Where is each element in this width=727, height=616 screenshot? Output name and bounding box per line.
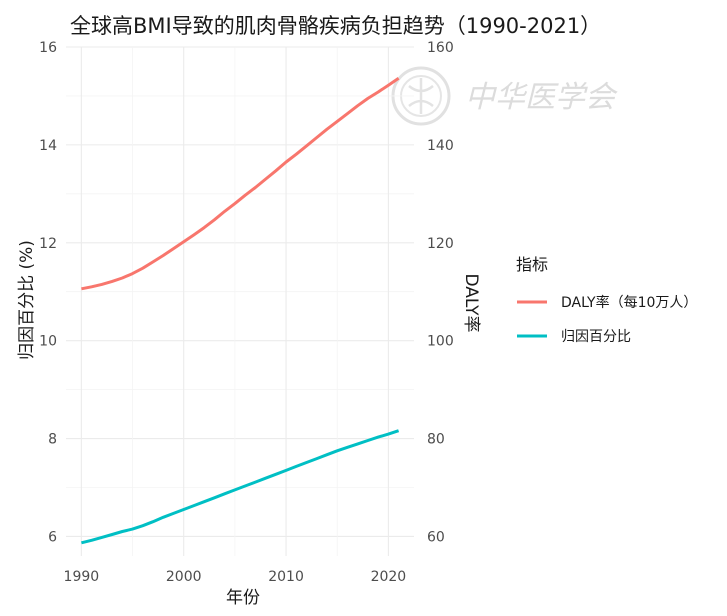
y-right-axis-label: DALY率 bbox=[461, 273, 481, 332]
chart-title: 全球高BMI导致的肌肉骨骼疾病负担趋势（1990-2021） bbox=[70, 14, 601, 38]
grid bbox=[66, 46, 414, 556]
x-tick-label: 2010 bbox=[268, 569, 304, 585]
y-right-tick-label: 120 bbox=[427, 236, 454, 252]
x-tick-label: 2020 bbox=[371, 569, 407, 585]
series-lines bbox=[81, 77, 400, 545]
y-left-axis-ticks: 6 8 10 12 14 16 bbox=[39, 40, 57, 545]
legend-label: 归因百分比 bbox=[561, 328, 631, 345]
y-left-axis-label: 归因百分比 (%) bbox=[17, 240, 37, 360]
y-left-tick-label: 12 bbox=[39, 236, 57, 252]
x-axis-label: 年份 bbox=[226, 588, 260, 608]
y-right-tick-label: 80 bbox=[427, 432, 445, 448]
y-left-tick-label: 16 bbox=[39, 40, 57, 56]
watermark: 中华医学会 bbox=[391, 66, 618, 126]
y-left-tick-label: 14 bbox=[39, 138, 57, 154]
y-right-tick-label: 60 bbox=[427, 529, 445, 545]
y-left-tick-label: 8 bbox=[48, 432, 57, 448]
y-left-tick-label: 6 bbox=[48, 529, 57, 545]
x-tick-label: 1990 bbox=[64, 569, 100, 585]
y-right-tick-label: 100 bbox=[427, 334, 454, 350]
watermark-text: 中华医学会 bbox=[465, 80, 618, 115]
series-line-2 bbox=[81, 429, 400, 545]
y-right-axis-ticks: 60 80 100 120 140 160 bbox=[427, 40, 454, 545]
x-axis-ticks: 1990 2000 2010 2020 bbox=[64, 569, 407, 585]
x-tick-label: 2000 bbox=[166, 569, 202, 585]
legend: 指标 DALY率（每10万人） 归因百分比 bbox=[516, 255, 697, 345]
legend-title: 指标 bbox=[516, 255, 548, 274]
series-line-1 bbox=[81, 77, 400, 291]
y-right-tick-label: 140 bbox=[427, 138, 454, 154]
y-left-tick-label: 10 bbox=[39, 334, 57, 350]
legend-label: DALY率（每10万人） bbox=[561, 294, 697, 311]
y-right-tick-label: 160 bbox=[427, 40, 454, 56]
